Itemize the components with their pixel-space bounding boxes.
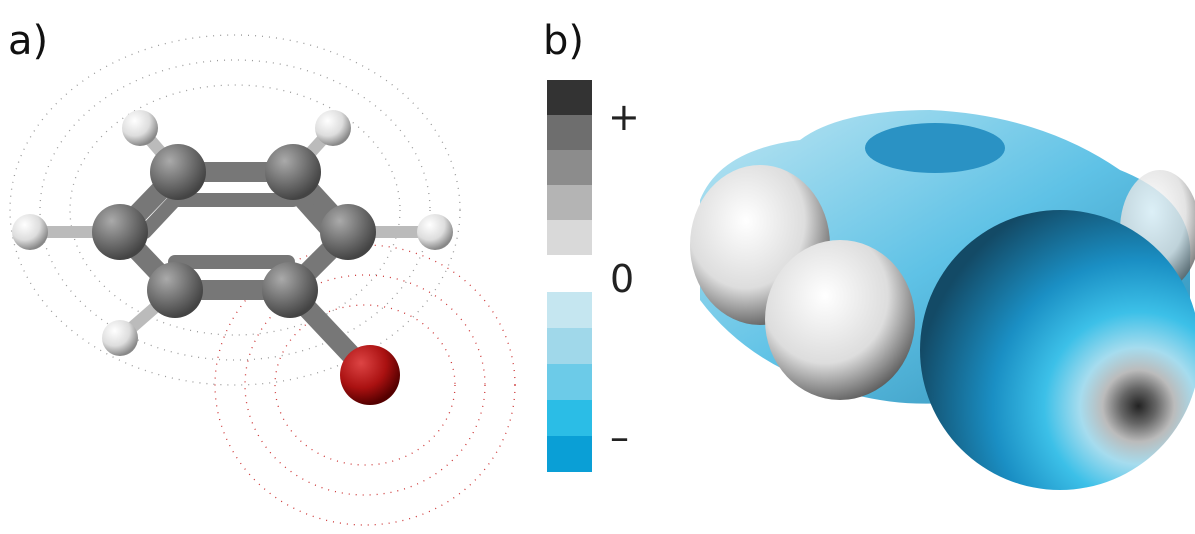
colorbar-label: 0 — [610, 257, 634, 301]
panel-label: a) — [8, 18, 48, 64]
colorbar-label: + — [608, 95, 640, 139]
colorbar-label: – — [610, 415, 629, 459]
panel-label: b) — [543, 18, 584, 64]
colorbar — [547, 80, 592, 472]
figure: a) b) — [0, 0, 1195, 534]
molecule — [12, 110, 453, 405]
potential-surface — [690, 110, 1195, 490]
